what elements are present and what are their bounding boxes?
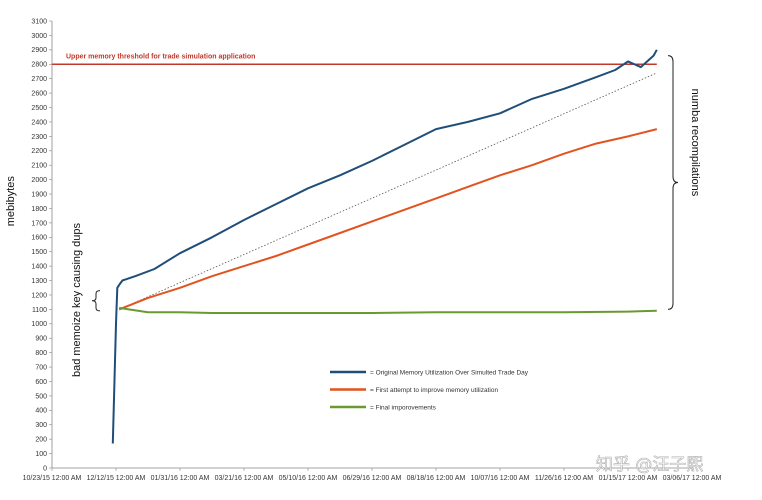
y-tick-label: 1600 xyxy=(31,235,47,242)
y-tick-label: 1400 xyxy=(31,264,47,271)
left-brace xyxy=(91,290,101,312)
threshold-label: Upper memory threshold for trade simulat… xyxy=(66,53,255,60)
y-tick-label: 200 xyxy=(35,437,47,444)
y-tick-label: 100 xyxy=(35,451,47,458)
y-tick-label: 2900 xyxy=(31,47,47,54)
annotations: numba recompilations bad memoize key caus… xyxy=(71,55,701,377)
legend-label-2: = First attempt to improve memory utiliz… xyxy=(370,387,498,394)
y-tick-label: 2600 xyxy=(31,90,47,97)
y-tick-label: 2200 xyxy=(31,148,47,155)
y-tick-label: 2400 xyxy=(31,119,47,126)
y-tick-label: 600 xyxy=(35,379,47,386)
legend-label-3: = Final imporovements xyxy=(370,404,437,411)
y-tick-label: 3100 xyxy=(31,18,47,25)
y-tick-label: 2800 xyxy=(31,62,47,69)
y-tick-label: 300 xyxy=(35,422,47,429)
series-line-3 xyxy=(119,306,657,314)
y-tick-label: 2700 xyxy=(31,76,47,83)
y-tick-label: 1500 xyxy=(31,249,47,256)
y-tick-label: 900 xyxy=(35,336,47,343)
x-tick-label: 10/23/15 12:00 AM xyxy=(23,475,82,482)
y-tick-label: 800 xyxy=(35,350,47,357)
watermark: 知乎 @汪子熙 xyxy=(596,455,703,475)
series-lines xyxy=(111,49,658,444)
tick-labels: 0 100 200 300 400 500 600 700 800 900 1000 1100 1200… xyxy=(23,18,722,482)
annotation-numba: numba recompilations xyxy=(689,89,701,197)
y-tick-label: 1200 xyxy=(31,292,47,299)
y-tick-label: 2100 xyxy=(31,163,47,170)
y-tick-label: 1800 xyxy=(31,206,47,213)
series-line-2 xyxy=(118,128,658,311)
y-tick-label: 2500 xyxy=(31,105,47,112)
y-tick-label: 3000 xyxy=(31,33,47,40)
x-tick-label: 03/06/17 12:00 AM xyxy=(663,475,722,482)
y-tick-label: 1300 xyxy=(31,278,47,285)
x-tick-label: 12/12/15 12:00 AM xyxy=(87,475,146,482)
y-tick-label: 2300 xyxy=(31,134,47,141)
trend-line-dotted xyxy=(119,72,657,310)
trend-line xyxy=(119,72,657,310)
y-axis-label: mebibytes xyxy=(5,176,17,227)
x-tick-label: 03/21/16 12:00 AM xyxy=(215,475,274,482)
y-tick-label: 700 xyxy=(35,364,47,371)
threshold: Upper memory threshold for trade simulat… xyxy=(52,53,657,66)
x-tick-label: 01/31/16 12:00 AM xyxy=(151,475,210,482)
right-brace xyxy=(667,55,679,310)
x-tick-label: 11/26/16 12:00 AM xyxy=(535,475,593,482)
x-tick-label: 10/07/16 12:00 AM xyxy=(471,475,530,482)
y-tick-label: 500 xyxy=(35,393,47,400)
y-tick-label: 1000 xyxy=(31,321,47,328)
y-tick-label: 1700 xyxy=(31,220,47,227)
x-tick-label: 08/18/16 12:00 AM xyxy=(407,475,466,482)
x-tick-label: 01/15/17 12:00 AM xyxy=(599,475,658,482)
legend: = Original Memory Utilization Over Simul… xyxy=(330,369,529,411)
annotation-memoize: bad memoize key causing dups xyxy=(71,222,83,377)
y-tick-label: 0 xyxy=(43,465,47,472)
x-tick-label: 06/29/16 12:00 AM xyxy=(343,475,402,482)
legend-label-1: = Original Memory Utilization Over Simul… xyxy=(370,369,529,376)
y-tick-label: 1100 xyxy=(32,307,47,314)
y-tick-label: 1900 xyxy=(31,191,47,198)
series-line-1 xyxy=(111,49,658,444)
x-tick-label: 05/10/16 12:00 AM xyxy=(279,475,338,482)
y-tick-label: 2000 xyxy=(31,177,47,184)
y-tick-label: 400 xyxy=(35,408,47,415)
